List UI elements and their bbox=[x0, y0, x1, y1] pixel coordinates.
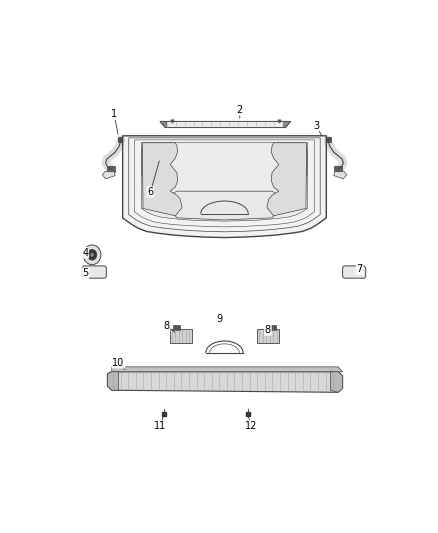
Text: 1: 1 bbox=[111, 109, 117, 119]
Text: 3: 3 bbox=[313, 120, 319, 131]
Polygon shape bbox=[343, 266, 366, 278]
FancyBboxPatch shape bbox=[107, 166, 115, 172]
Text: 8: 8 bbox=[265, 325, 271, 335]
Polygon shape bbox=[170, 191, 279, 220]
Polygon shape bbox=[142, 143, 182, 216]
Polygon shape bbox=[160, 122, 167, 127]
Text: 5: 5 bbox=[82, 268, 88, 278]
FancyBboxPatch shape bbox=[334, 166, 342, 172]
FancyBboxPatch shape bbox=[324, 136, 331, 142]
Text: 11: 11 bbox=[154, 421, 166, 431]
Text: 7: 7 bbox=[357, 264, 363, 274]
Text: 9: 9 bbox=[216, 314, 223, 324]
FancyBboxPatch shape bbox=[258, 329, 279, 343]
FancyBboxPatch shape bbox=[269, 325, 276, 330]
Polygon shape bbox=[142, 146, 169, 177]
Polygon shape bbox=[107, 372, 119, 390]
Polygon shape bbox=[82, 266, 106, 278]
FancyBboxPatch shape bbox=[118, 136, 125, 142]
Polygon shape bbox=[160, 122, 291, 127]
Polygon shape bbox=[112, 367, 343, 372]
Ellipse shape bbox=[90, 253, 94, 257]
Text: 4: 4 bbox=[82, 248, 88, 258]
Text: 2: 2 bbox=[237, 105, 243, 115]
Text: 12: 12 bbox=[245, 421, 258, 431]
Polygon shape bbox=[334, 172, 346, 179]
Ellipse shape bbox=[87, 249, 97, 260]
Polygon shape bbox=[280, 146, 307, 177]
Text: 10: 10 bbox=[113, 358, 125, 368]
Polygon shape bbox=[123, 136, 326, 238]
Text: 6: 6 bbox=[148, 187, 154, 197]
Polygon shape bbox=[107, 372, 343, 392]
FancyBboxPatch shape bbox=[173, 325, 180, 330]
Polygon shape bbox=[267, 143, 307, 216]
Polygon shape bbox=[141, 143, 307, 221]
Polygon shape bbox=[330, 372, 343, 392]
Polygon shape bbox=[102, 172, 115, 179]
FancyBboxPatch shape bbox=[170, 329, 191, 343]
Ellipse shape bbox=[83, 245, 101, 265]
Text: 8: 8 bbox=[164, 321, 170, 331]
Polygon shape bbox=[283, 122, 291, 127]
